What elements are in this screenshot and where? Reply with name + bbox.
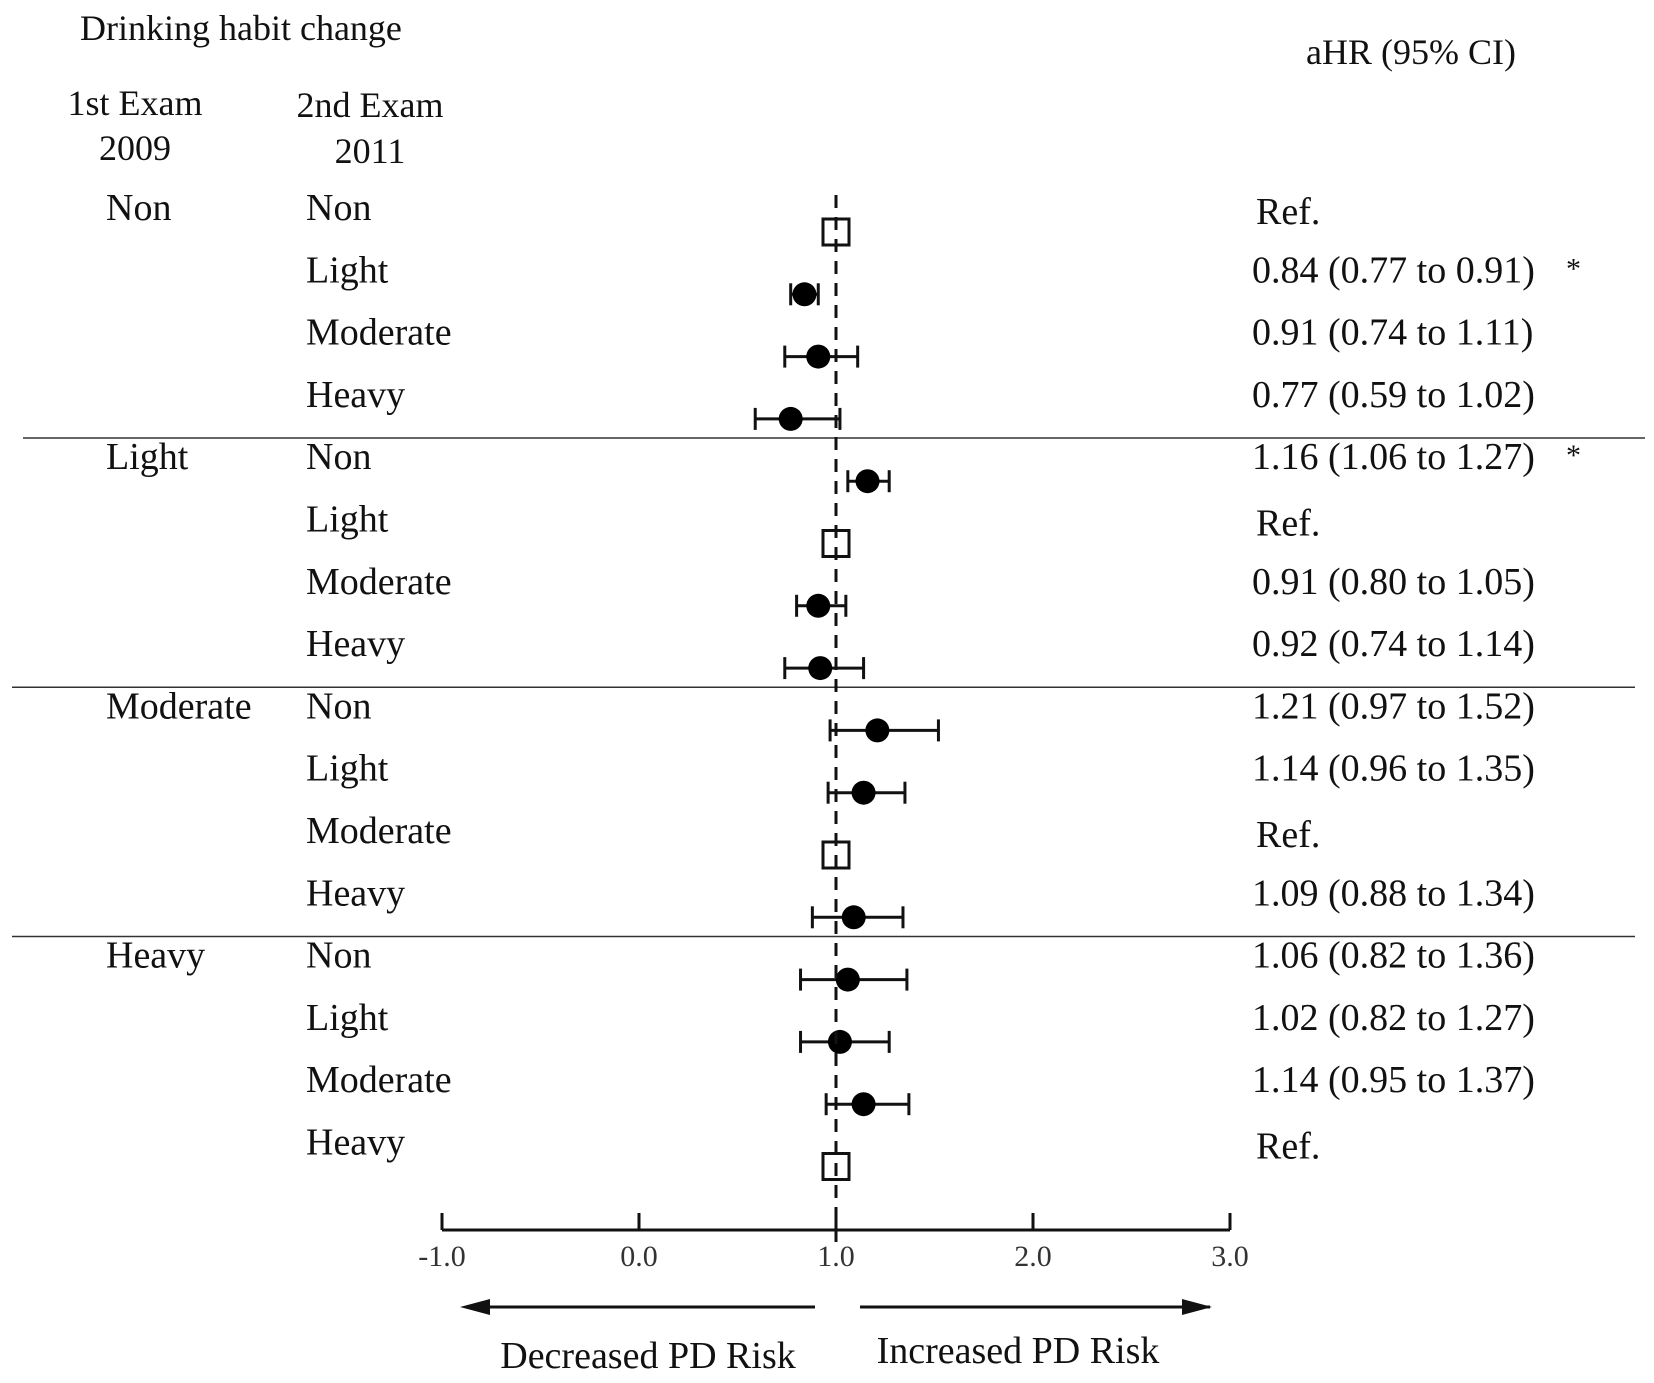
header-exam1-line2: 2009 <box>99 128 171 168</box>
hr-point <box>851 780 876 805</box>
hr-point <box>835 967 860 992</box>
hr-point <box>865 718 890 743</box>
exam2-label: Heavy <box>306 623 405 665</box>
hr-ci-text: 0.91 (0.80 to 1.05) <box>1252 561 1535 603</box>
exam2-label: Moderate <box>306 561 452 603</box>
header-ahr: aHR (95% CI) <box>1306 32 1516 72</box>
hr-ci-text: 0.84 (0.77 to 0.91) <box>1252 249 1535 291</box>
x-tick-label: 3.0 <box>1211 1240 1249 1273</box>
hr-ci-text: 0.77 (0.59 to 1.02) <box>1252 374 1535 416</box>
hr-point <box>855 469 880 494</box>
hr-ci-text: Ref. <box>1256 814 1320 856</box>
header-exam2-line1: 2nd Exam <box>297 85 444 125</box>
exam2-label: Heavy <box>306 872 405 914</box>
exam1-label: Light <box>106 436 189 478</box>
hr-ci-text: 1.14 (0.95 to 1.37) <box>1252 1059 1535 1101</box>
hr-ci-text: 1.16 (1.06 to 1.27) <box>1252 436 1535 478</box>
hr-point <box>806 344 831 369</box>
exam2-label: Heavy <box>306 374 405 416</box>
hr-ci-text: Ref. <box>1256 1126 1320 1168</box>
hr-ci-text: 1.14 (0.96 to 1.35) <box>1252 748 1535 790</box>
hr-ci-text: 0.92 (0.74 to 1.14) <box>1252 623 1535 665</box>
hr-point <box>841 905 866 930</box>
exam2-label: Light <box>306 748 389 790</box>
hr-point <box>778 406 803 431</box>
exam2-label: Non <box>306 935 371 977</box>
increased-risk-arrow <box>860 1299 1212 1315</box>
x-tick-label: 2.0 <box>1014 1240 1052 1273</box>
exam2-label: Non <box>306 436 371 478</box>
x-tick-label: 1.0 <box>817 1240 855 1273</box>
hr-point <box>827 1029 852 1054</box>
exam2-label: Non <box>306 187 371 229</box>
exam2-label: Light <box>306 499 389 541</box>
exam2-label: Non <box>306 685 371 727</box>
header-exam1-line1: 1st Exam <box>68 83 203 123</box>
decreased-risk-label: Decreased PD Risk <box>500 1335 795 1377</box>
significance-marker: * <box>1566 439 1581 472</box>
hr-ci-text: Ref. <box>1256 503 1320 545</box>
exam1-label: Heavy <box>106 935 205 977</box>
hr-ci-text: Ref. <box>1256 191 1320 233</box>
x-tick-label: -1.0 <box>418 1240 466 1273</box>
hr-ci-text: 1.09 (0.88 to 1.34) <box>1252 872 1535 914</box>
hr-point <box>851 1092 876 1117</box>
hr-ci-text: 1.06 (0.82 to 1.36) <box>1252 935 1535 977</box>
hr-point <box>806 593 831 618</box>
exam2-label: Moderate <box>306 1059 452 1101</box>
exam1-label: Moderate <box>106 685 252 727</box>
header-exam2-line2: 2011 <box>335 131 406 171</box>
hr-point <box>792 282 817 307</box>
exam2-label: Light <box>306 249 389 291</box>
decreased-risk-arrow <box>460 1299 815 1315</box>
hr-ci-text: 1.21 (0.97 to 1.52) <box>1252 685 1535 727</box>
increased-risk-label: Increased PD Risk <box>877 1330 1160 1372</box>
exam2-label: Moderate <box>306 810 452 852</box>
hr-point <box>808 656 833 681</box>
exam2-label: Light <box>306 997 389 1039</box>
x-tick-label: 0.0 <box>620 1240 658 1273</box>
exam2-label: Moderate <box>306 312 452 354</box>
hr-ci-text: 0.91 (0.74 to 1.11) <box>1252 312 1533 354</box>
hr-ci-text: 1.02 (0.82 to 1.27) <box>1252 997 1535 1039</box>
exam1-label: Non <box>106 187 171 229</box>
significance-marker: * <box>1566 252 1581 285</box>
header-title: Drinking habit change <box>80 8 402 48</box>
exam2-label: Heavy <box>306 1122 405 1164</box>
